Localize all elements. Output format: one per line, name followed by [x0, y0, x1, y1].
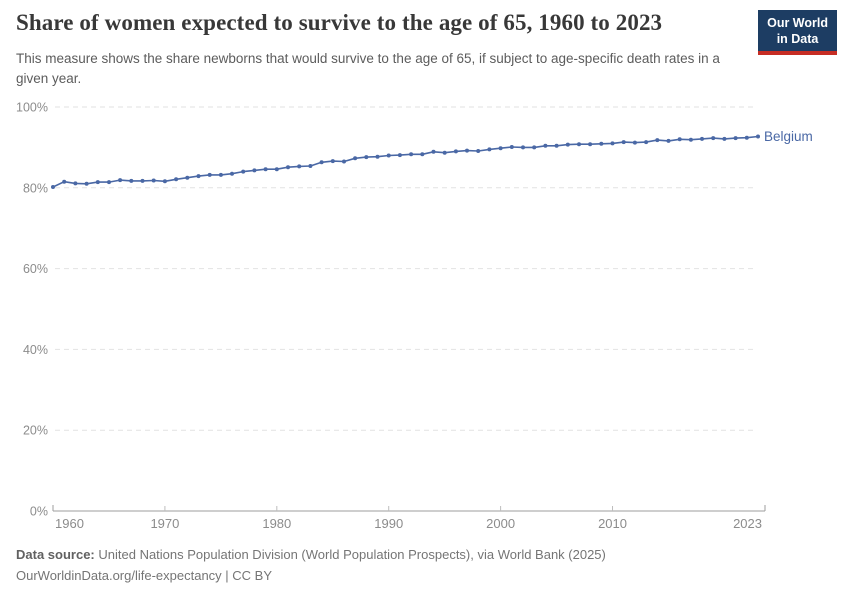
- data-point[interactable]: [543, 143, 548, 148]
- data-point[interactable]: [700, 136, 704, 141]
- data-point[interactable]: [286, 165, 290, 170]
- data-point[interactable]: [509, 145, 514, 149]
- data-point[interactable]: [342, 159, 346, 164]
- data-point[interactable]: [196, 174, 201, 179]
- y-tick-label: 100%: [16, 101, 48, 115]
- data-point[interactable]: [744, 135, 749, 140]
- data-point[interactable]: [498, 146, 503, 151]
- owid-url-link[interactable]: OurWorldinData.org/life-expectancy: [16, 568, 222, 584]
- data-point[interactable]: [577, 142, 581, 147]
- page-title: Share of women expected to survive to th…: [16, 10, 663, 35]
- data-point[interactable]: [599, 141, 604, 146]
- data-point[interactable]: [733, 136, 738, 141]
- data-point[interactable]: [453, 149, 458, 154]
- data-source-label: Data source:: [16, 547, 95, 562]
- x-tick-label: 1980: [262, 516, 291, 531]
- data-point[interactable]: [364, 155, 369, 160]
- data-point[interactable]: [353, 156, 358, 161]
- data-point[interactable]: [174, 177, 179, 182]
- data-point[interactable]: [688, 137, 693, 142]
- series-label[interactable]: Belgium: [764, 129, 813, 144]
- data-point[interactable]: [476, 149, 481, 153]
- data-point[interactable]: [241, 169, 246, 174]
- data-point[interactable]: [73, 181, 78, 186]
- data-point[interactable]: [722, 136, 727, 141]
- data-point[interactable]: [297, 164, 302, 169]
- data-point[interactable]: [565, 142, 570, 147]
- data-point[interactable]: [386, 153, 391, 158]
- data-point[interactable]: [532, 145, 537, 150]
- data-point[interactable]: [185, 175, 190, 180]
- chart-line[interactable]: [52, 135, 759, 188]
- y-tick-label: 60%: [23, 262, 48, 276]
- data-point[interactable]: [610, 141, 615, 146]
- data-point[interactable]: [375, 154, 380, 159]
- data-point[interactable]: [308, 164, 313, 168]
- data-point[interactable]: [431, 149, 436, 154]
- data-point[interactable]: [107, 180, 111, 185]
- data-point[interactable]: [162, 179, 167, 184]
- license-text: | CC BY: [221, 568, 273, 584]
- data-point[interactable]: [409, 152, 414, 157]
- data-point[interactable]: [756, 134, 760, 139]
- data-point[interactable]: [465, 148, 469, 153]
- y-tick-label: 0%: [30, 505, 48, 519]
- data-point[interactable]: [207, 172, 212, 177]
- x-tick-label: 1960: [55, 516, 84, 531]
- data-point[interactable]: [84, 181, 89, 186]
- data-point[interactable]: [521, 145, 525, 150]
- data-point[interactable]: [487, 147, 492, 152]
- data-point[interactable]: [442, 150, 447, 155]
- data-point[interactable]: [95, 180, 100, 185]
- x-tick-label: 1990: [374, 516, 403, 531]
- data-point[interactable]: [655, 138, 660, 143]
- owid-logo-line2: in Data: [776, 31, 819, 46]
- data-point[interactable]: [420, 152, 425, 157]
- data-point[interactable]: [677, 137, 682, 142]
- data-point[interactable]: [632, 140, 637, 145]
- data-point[interactable]: [644, 140, 649, 145]
- data-point[interactable]: [252, 168, 257, 173]
- data-point[interactable]: [274, 167, 279, 172]
- chart-subtitle: This measure shows the share newborns th…: [16, 51, 720, 86]
- data-point[interactable]: [554, 143, 559, 148]
- owid-logo[interactable]: Our World in Data: [758, 10, 837, 56]
- data-point[interactable]: [621, 140, 626, 145]
- data-point[interactable]: [263, 167, 268, 172]
- data-point[interactable]: [588, 142, 593, 147]
- data-point[interactable]: [666, 138, 671, 143]
- data-source-line: Data source: United Nations Population D…: [16, 544, 606, 565]
- data-point[interactable]: [230, 171, 234, 176]
- data-point[interactable]: [711, 136, 716, 141]
- owid-logo-line1: Our World: [767, 16, 828, 30]
- data-point[interactable]: [118, 178, 123, 183]
- data-point[interactable]: [330, 159, 335, 164]
- x-tick-label: 2023: [733, 516, 762, 531]
- data-point[interactable]: [140, 178, 145, 183]
- data-point[interactable]: [51, 185, 55, 189]
- data-source-text: United Nations Population Division (Worl…: [98, 547, 606, 562]
- x-tick-label: 2000: [486, 516, 515, 531]
- data-point[interactable]: [129, 178, 134, 183]
- data-point[interactable]: [218, 172, 223, 177]
- data-point[interactable]: [62, 179, 67, 184]
- x-tick-label: 2010: [598, 516, 627, 531]
- license-line: OurWorldinData.org/life-expectancy | CC …: [16, 565, 606, 586]
- y-tick-label: 20%: [23, 424, 48, 438]
- data-point[interactable]: [151, 178, 156, 183]
- chart-footer: Data source: United Nations Population D…: [16, 544, 606, 586]
- x-tick-label: 1970: [150, 516, 179, 531]
- data-point[interactable]: [397, 153, 402, 158]
- y-tick-label: 40%: [23, 343, 48, 357]
- data-point[interactable]: [319, 160, 324, 165]
- y-tick-label: 80%: [23, 181, 48, 195]
